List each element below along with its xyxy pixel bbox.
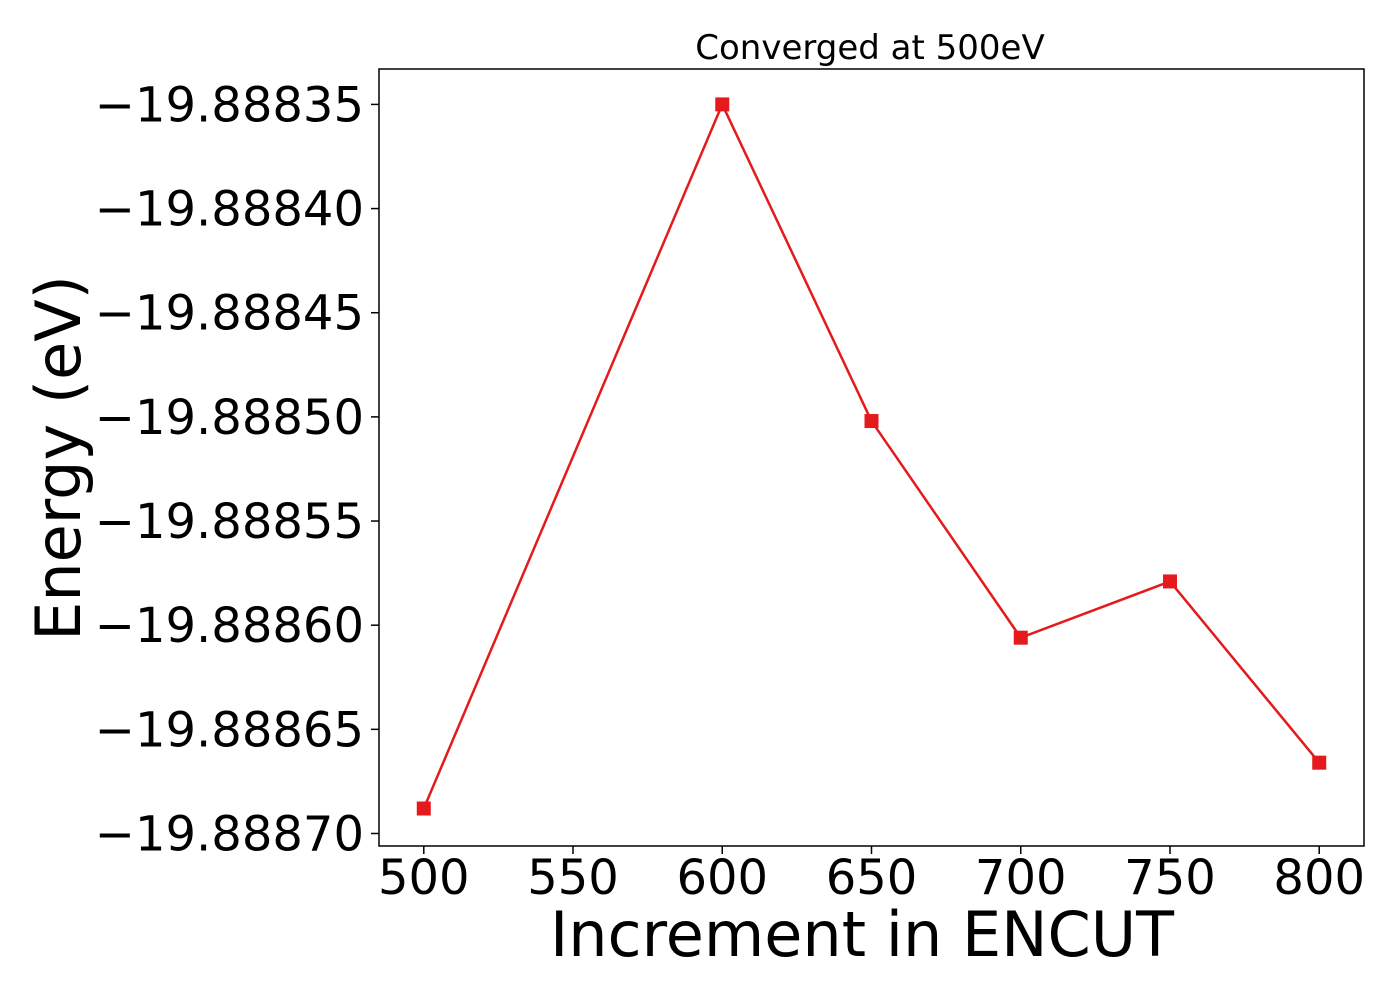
x-tick-label: 800 (1273, 850, 1365, 906)
y-tick-label: −19.88860 (95, 598, 364, 654)
y-tick-label: −19.88865 (95, 702, 364, 758)
x-tick-label: 500 (378, 850, 470, 906)
y-axis-label: Energy (eV) (22, 275, 95, 641)
x-tick-label: 550 (527, 850, 619, 906)
y-tick-label: −19.88870 (95, 807, 364, 863)
x-tick-label: 750 (1124, 850, 1216, 906)
series-line (422, 103, 1321, 809)
x-tick-label: 600 (676, 850, 768, 906)
x-tick-label: 700 (975, 850, 1067, 906)
chart-title: Converged at 500eV (695, 28, 1044, 68)
plot-area-frame (378, 68, 1365, 847)
y-tick-label: −19.88835 (95, 77, 364, 133)
x-axis: 500 550 600 650 700 750 800 (378, 846, 1365, 906)
data-point-marker (864, 414, 879, 429)
data-point-marker (416, 801, 431, 816)
data-point-marker (1162, 574, 1177, 589)
data-point-marker (715, 97, 730, 112)
x-tick-label: 650 (826, 850, 918, 906)
data-point-marker (1013, 630, 1028, 645)
y-tick-label: −19.88855 (95, 494, 364, 550)
y-tick-label: −19.88850 (95, 390, 364, 446)
data-point-marker (1312, 755, 1327, 770)
y-tick-label: −19.88845 (95, 286, 364, 342)
y-tick-label: −19.88840 (95, 182, 364, 238)
x-axis-label: Increment in ENCUT (550, 898, 1175, 971)
series-group (416, 97, 1327, 816)
y-axis: −19.88835 −19.88840 −19.88845 −19.88850 −19.… (95, 77, 379, 863)
